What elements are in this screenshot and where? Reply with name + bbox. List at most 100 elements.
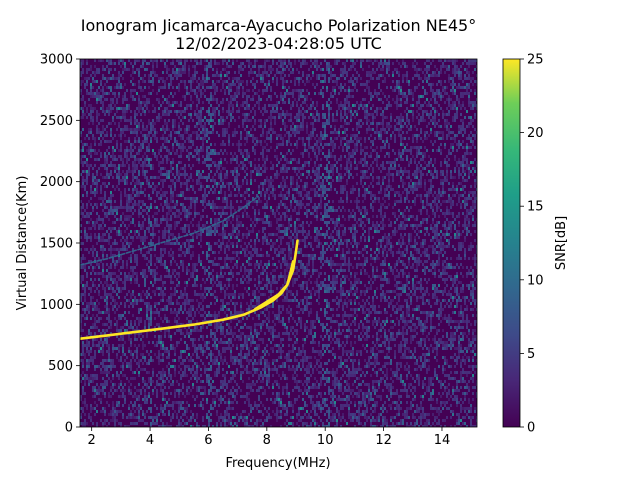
- noise-cell: [128, 107, 130, 110]
- noise-cell: [250, 344, 252, 347]
- noise-cell: [94, 107, 96, 110]
- noise-cell: [120, 146, 122, 149]
- noise-cell: [148, 377, 150, 380]
- noise-cell: [256, 422, 258, 425]
- noise-cell: [150, 398, 152, 401]
- noise-cell: [118, 260, 120, 263]
- noise-cell: [104, 167, 106, 170]
- noise-cell: [132, 269, 134, 272]
- noise-cell: [106, 107, 108, 110]
- noise-cell: [256, 101, 258, 104]
- noise-cell: [90, 416, 92, 419]
- noise-cell: [138, 182, 140, 185]
- noise-cell: [96, 305, 98, 308]
- noise-cell: [256, 200, 258, 203]
- noise-cell: [180, 74, 182, 77]
- noise-cell: [152, 248, 154, 251]
- noise-cell: [100, 341, 102, 344]
- noise-cell: [126, 149, 128, 152]
- noise-cell: [114, 122, 116, 125]
- noise-cell: [146, 362, 148, 365]
- noise-cell: [168, 218, 170, 221]
- noise-cell: [196, 158, 198, 161]
- noise-cell: [156, 416, 158, 419]
- noise-cell: [124, 329, 126, 332]
- noise-cell: [212, 113, 214, 116]
- noise-cell: [232, 131, 234, 134]
- noise-cell: [246, 200, 248, 203]
- noise-cell: [140, 77, 142, 80]
- noise-cell: [94, 95, 96, 98]
- noise-cell: [144, 68, 146, 71]
- noise-cell: [228, 185, 230, 188]
- noise-cell: [140, 317, 142, 320]
- noise-cell: [134, 89, 136, 92]
- noise-cell: [220, 272, 222, 275]
- noise-cell: [238, 224, 240, 227]
- noise-cell: [214, 179, 216, 182]
- noise-cell: [120, 290, 122, 293]
- noise-cell: [140, 296, 142, 299]
- noise-cell: [104, 185, 106, 188]
- noise-cell: [144, 101, 146, 104]
- noise-cell: [110, 101, 112, 104]
- noise-cell: [84, 77, 86, 80]
- noise-cell: [174, 92, 176, 95]
- noise-cell: [84, 290, 86, 293]
- noise-cell: [130, 257, 132, 260]
- noise-cell: [158, 326, 160, 329]
- noise-cell: [86, 338, 88, 341]
- noise-cell: [126, 266, 128, 269]
- noise-cell: [198, 116, 200, 119]
- noise-cell: [142, 236, 144, 239]
- noise-cell: [194, 371, 196, 374]
- noise-cell: [122, 392, 124, 395]
- noise-cell: [106, 200, 108, 203]
- noise-cell: [196, 269, 198, 272]
- noise-cell: [132, 407, 134, 410]
- noise-cell: [202, 326, 204, 329]
- noise-cell: [88, 362, 90, 365]
- noise-cell: [118, 86, 120, 89]
- noise-cell: [174, 65, 176, 68]
- noise-cell: [234, 152, 236, 155]
- noise-cell: [184, 302, 186, 305]
- noise-cell: [224, 68, 226, 71]
- noise-cell: [196, 71, 198, 74]
- noise-cell: [174, 353, 176, 356]
- noise-cell: [98, 137, 100, 140]
- noise-cell: [224, 377, 226, 380]
- noise-cell: [202, 203, 204, 206]
- noise-cell: [170, 161, 172, 164]
- noise-cell: [106, 305, 108, 308]
- noise-cell: [92, 137, 94, 140]
- noise-cell: [188, 137, 190, 140]
- noise-cell: [160, 377, 162, 380]
- noise-cell: [246, 83, 248, 86]
- noise-cell: [82, 275, 84, 278]
- noise-cell: [106, 59, 108, 62]
- noise-cell: [164, 98, 166, 101]
- noise-cell: [206, 374, 208, 377]
- noise-cell: [116, 158, 118, 161]
- noise-cell: [140, 188, 142, 191]
- noise-cell: [84, 137, 86, 140]
- noise-cell: [206, 269, 208, 272]
- noise-cell: [90, 92, 92, 95]
- noise-cell: [246, 344, 248, 347]
- noise-cell: [98, 68, 100, 71]
- noise-cell: [120, 266, 122, 269]
- noise-cell: [144, 230, 146, 233]
- noise-cell: [102, 209, 104, 212]
- noise-cell: [252, 416, 254, 419]
- noise-cell: [208, 347, 210, 350]
- noise-cell: [206, 416, 208, 419]
- noise-cell: [216, 101, 218, 104]
- noise-cell: [220, 287, 222, 290]
- noise-cell: [134, 332, 136, 335]
- noise-cell: [232, 275, 234, 278]
- noise-cell: [246, 359, 248, 362]
- noise-cell: [158, 362, 160, 365]
- noise-cell: [120, 383, 122, 386]
- noise-cell: [138, 344, 140, 347]
